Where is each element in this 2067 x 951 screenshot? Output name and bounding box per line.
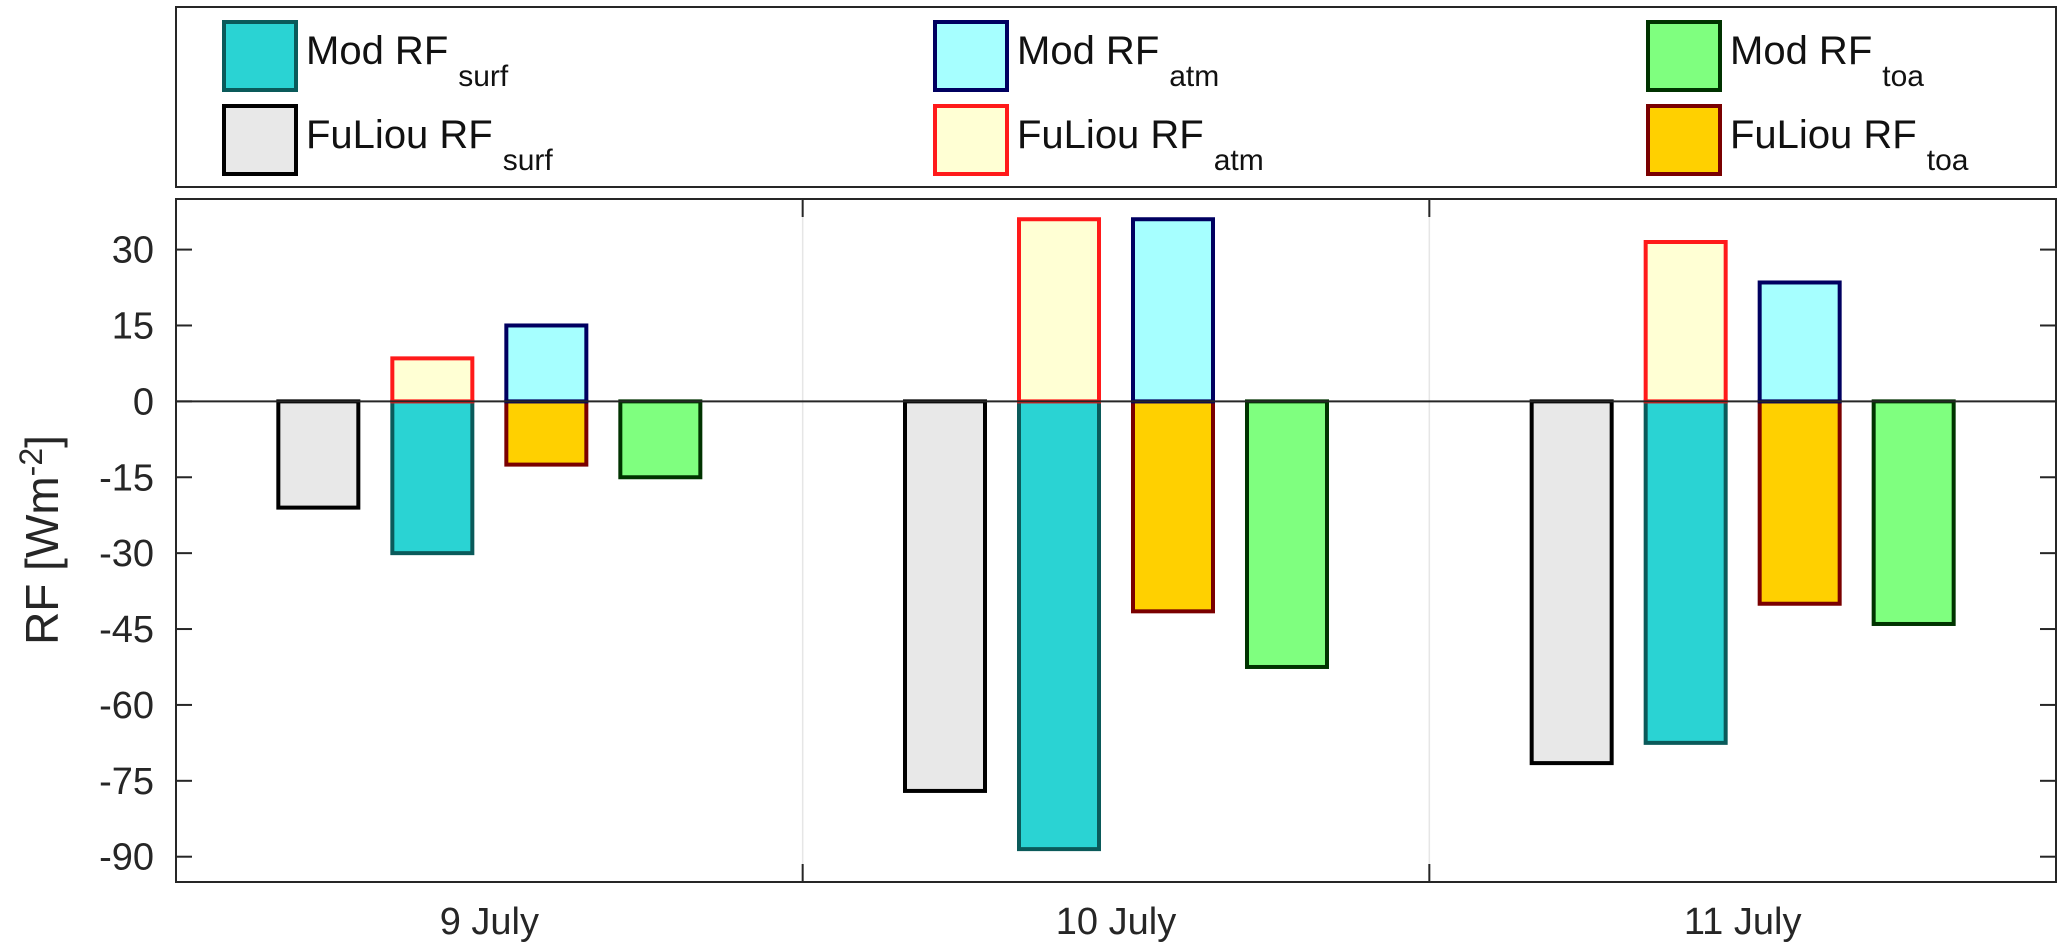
x-tick-label: 11 July	[1684, 901, 1802, 943]
legend-entry-name: FuLiou RF	[1017, 113, 1204, 157]
y-tick-label: -90	[99, 837, 154, 879]
y-axis-label-main: RF [Wm	[16, 476, 68, 645]
y-tick-label: 30	[112, 230, 154, 272]
y-tick-label: 0	[133, 381, 154, 423]
y-axis-label-sup: -2	[13, 448, 49, 476]
bar-fuliou-toa-3	[1757, 399, 1842, 606]
bar-mod-atm-3	[1757, 280, 1842, 404]
bar-fuliou-atm-2	[1017, 217, 1101, 404]
legend-entry-mod-atm: Mod RF atm	[1017, 29, 1219, 93]
y-axis: 30 15 0 -15 -30 -45 -60 -75 -90	[99, 230, 2056, 879]
group-separators	[801, 199, 1431, 882]
legend-entry-name: FuLiou RF	[306, 113, 493, 157]
bar-mod-atm-1	[504, 323, 589, 404]
y-tick-label: 15	[112, 305, 154, 347]
legend-entry-subscript: toa	[1882, 60, 1924, 93]
legend-entry-subscript: toa	[1927, 144, 1969, 177]
bar-mod-toa-1	[618, 399, 703, 480]
y-axis-label: RF [Wm-2]	[13, 435, 68, 645]
legend-swatch	[1646, 104, 1722, 176]
y-tick-label: -60	[99, 685, 154, 727]
bar-fuliou-atm-1	[390, 356, 475, 404]
legend-entry-name: FuLiou RF	[1730, 113, 1917, 157]
x-axis: 9 July 10 July 11 July	[440, 901, 1802, 943]
legend-swatch	[222, 20, 298, 92]
legend-entry-subscript: surf	[503, 144, 554, 177]
legend-swatch	[933, 20, 1009, 92]
y-tick-label: -15	[99, 457, 154, 499]
legend-entry-subscript: surf	[458, 60, 509, 93]
bar-fuliou-surf-3	[1529, 399, 1614, 766]
bar-mod-toa-3	[1871, 399, 1956, 626]
legend-entry-name: Mod RF	[1017, 29, 1159, 73]
legend-entry-subscript: atm	[1214, 144, 1264, 177]
legend-swatch	[933, 104, 1009, 176]
legend-box	[175, 6, 2057, 188]
bar-mod-surf-2	[1017, 399, 1101, 852]
bar-mod-surf-3	[1643, 399, 1728, 745]
bar-mod-surf-1	[390, 399, 475, 556]
legend-swatch	[222, 104, 298, 176]
legend-entry-mod-toa: Mod RF toa	[1730, 29, 1924, 93]
bar-fuliou-surf-2	[903, 399, 987, 793]
bar-fuliou-toa-1	[504, 399, 589, 467]
legend-entry-mod-surf: Mod RF surf	[306, 29, 509, 93]
bar-fuliou-surf-1	[276, 399, 361, 510]
y-axis-label-close: ]	[16, 435, 68, 448]
x-tick-label: 9 July	[440, 901, 539, 943]
legend-swatch	[1646, 20, 1722, 92]
legend-entry-fuliou-toa: FuLiou RF toa	[1730, 113, 1969, 177]
legend-entry-fuliou-surf: FuLiou RF surf	[306, 113, 553, 177]
bar-mod-toa-2	[1245, 399, 1329, 669]
legend: Mod RF surf Mod RF atm Mod RF toa FuLiou RF sur…	[222, 20, 1969, 177]
legend-entry-subscript: atm	[1169, 60, 1219, 93]
bar-fuliou-atm-3	[1643, 240, 1728, 404]
y-tick-label: -45	[99, 609, 154, 651]
plot-area	[175, 198, 2057, 883]
x-tick-label: 10 July	[1056, 901, 1176, 943]
y-tick-label: -30	[99, 533, 154, 575]
y-tick-label: -75	[99, 761, 154, 803]
bar-fuliou-toa-2	[1131, 399, 1215, 614]
bar-mod-atm-2	[1131, 217, 1215, 404]
bars	[276, 217, 1956, 852]
legend-entry-fuliou-atm: FuLiou RF atm	[1017, 113, 1264, 177]
legend-entry-name: Mod RF	[306, 29, 448, 73]
legend-entry-name: Mod RF	[1730, 29, 1872, 73]
